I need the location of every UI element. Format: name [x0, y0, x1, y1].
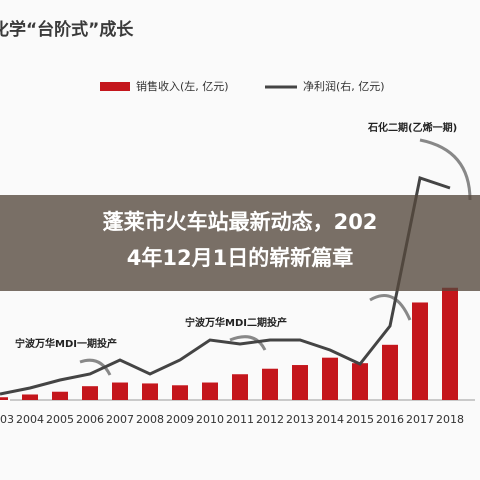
x-tick-label: 2014	[316, 413, 344, 426]
x-tick-label: 2010	[196, 413, 224, 426]
bar	[412, 302, 428, 400]
bar	[52, 391, 68, 400]
bar	[22, 394, 38, 400]
annotation: 石化二期(乙烯一期)	[367, 121, 457, 134]
bar	[112, 382, 128, 400]
x-tick-label: 2013	[286, 413, 314, 426]
x-tick-label: 2016	[376, 413, 404, 426]
legend-label: 净利润(右, 亿元)	[303, 79, 385, 93]
bar	[262, 368, 278, 400]
bar	[142, 383, 158, 400]
bar	[232, 374, 248, 400]
bar	[292, 365, 308, 400]
x-tick-label: 2003	[0, 413, 14, 426]
legend-label: 销售收入(左, 亿元)	[136, 79, 229, 93]
headline: 蓬莱市火车站最新动态，202	[103, 210, 378, 234]
bar	[352, 363, 368, 400]
x-tick-label: 2018	[436, 413, 464, 426]
x-tick-label: 2005	[46, 413, 74, 426]
bar	[82, 386, 98, 400]
chart-title: 化学“台阶式”成长	[0, 19, 134, 40]
bar	[322, 357, 338, 400]
bar	[202, 382, 218, 400]
arrow	[419, 138, 472, 201]
arrow	[79, 358, 112, 376]
bar	[172, 385, 188, 400]
headline: 4年12月1日的崭新篇章	[127, 246, 353, 270]
bar	[442, 287, 458, 400]
annotation: 宁波万华MDI二期投产	[185, 316, 287, 329]
bar	[382, 344, 398, 400]
legend-swatch	[100, 82, 130, 91]
x-tick-label: 2017	[406, 413, 434, 426]
x-tick-label: 2011	[226, 413, 254, 426]
annotation: 宁波万华MDI一期投产	[15, 337, 117, 350]
arrow	[229, 335, 267, 351]
line	[0, 176, 451, 396]
x-tick-label: 2006	[76, 413, 104, 426]
x-tick-label: 2007	[106, 413, 134, 426]
headline-banner	[0, 195, 480, 291]
x-tick-label: 2015	[346, 413, 374, 426]
x-tick-label: 2012	[256, 413, 284, 426]
x-tick-label: 2004	[16, 413, 44, 426]
x-tick-label: 2009	[166, 413, 194, 426]
x-tick-label: 2008	[136, 413, 164, 426]
bar	[0, 397, 8, 400]
arrow	[369, 294, 412, 321]
